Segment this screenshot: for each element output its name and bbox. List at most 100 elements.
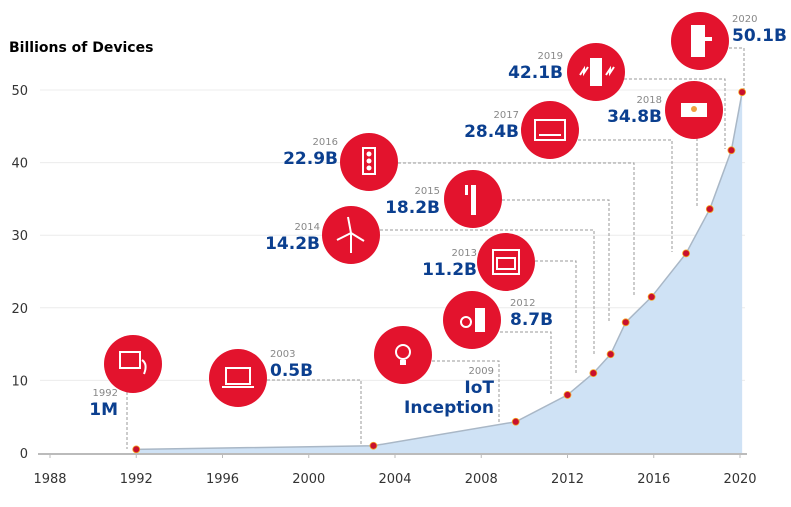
traffic-light-icon xyxy=(366,151,372,157)
light-bulb-icon xyxy=(395,344,411,360)
callout-circle xyxy=(477,233,535,291)
callout-value: 11.2B xyxy=(422,260,477,280)
y-axis-title: Billions of Devices xyxy=(9,40,153,56)
microwave-icon xyxy=(534,119,566,141)
y-tick-label: 40 xyxy=(11,157,28,172)
leader-line xyxy=(535,260,577,373)
x-tick-label: 2020 xyxy=(723,472,756,487)
x-tick-label: 2012 xyxy=(551,472,584,487)
callout-year: 2012 xyxy=(510,298,535,309)
callout-year: 2009 xyxy=(469,366,494,377)
x-tick-label: 2000 xyxy=(292,472,325,487)
desktop-computer-icon xyxy=(119,351,141,369)
callout-value: 8.7B xyxy=(510,310,553,330)
y-tick-label: 10 xyxy=(11,374,28,389)
callout-year: 2014 xyxy=(295,222,320,233)
callout-value: 22.9B xyxy=(283,149,338,169)
callout-circle xyxy=(104,335,162,393)
y-tick-label: 0 xyxy=(20,447,28,462)
callout-year: 2019 xyxy=(538,51,563,62)
data-point xyxy=(511,417,520,426)
x-tick-label: 2008 xyxy=(465,472,498,487)
thermostat-icon xyxy=(691,106,697,112)
callout-value: 50.1B xyxy=(732,26,787,46)
callout-value: 18.2B xyxy=(385,198,440,218)
callout-circle xyxy=(443,291,501,349)
traffic-light-icon xyxy=(366,158,372,164)
data-point xyxy=(682,249,690,258)
x-tick-label: 1988 xyxy=(33,472,66,487)
leader-line xyxy=(729,47,745,91)
callout-year: 2017 xyxy=(494,110,519,121)
x-tick-label: 1992 xyxy=(120,472,153,487)
watch-fridge-icon xyxy=(475,308,485,332)
x-tick-label: 1996 xyxy=(206,472,239,487)
toothbrush-icon xyxy=(465,185,468,195)
leader-line xyxy=(432,360,500,422)
y-tick-label: 30 xyxy=(11,229,28,244)
traffic-light-icon xyxy=(366,165,372,171)
leader-line xyxy=(578,139,673,252)
data-point xyxy=(369,441,378,450)
callout-value: 1M xyxy=(89,400,118,420)
callout-value: 28.4B xyxy=(464,122,519,142)
leader-line xyxy=(398,162,635,297)
laptop-icon xyxy=(225,367,251,385)
leader-line xyxy=(502,199,610,322)
callout-year: 2020 xyxy=(732,14,757,25)
leader-line xyxy=(500,331,552,395)
leader-line xyxy=(624,78,726,149)
callout-year: 2018 xyxy=(637,95,662,106)
wind-turbine-icon xyxy=(336,216,365,242)
data-point xyxy=(647,293,656,301)
series-line xyxy=(136,92,743,451)
y-tick-label: 20 xyxy=(11,302,28,317)
callout-year: 1992 xyxy=(93,388,118,399)
area-fill xyxy=(136,92,743,453)
leader-line xyxy=(267,379,362,446)
data-point xyxy=(621,318,630,327)
callout-value: 0.5B xyxy=(270,361,313,381)
y-tick-label: 50 xyxy=(11,84,28,99)
data-point xyxy=(727,146,736,155)
callout-circle xyxy=(209,349,267,407)
callout-value-line2: Inception xyxy=(404,398,494,418)
data-point xyxy=(589,369,598,378)
callout-year: 2003 xyxy=(270,349,295,360)
data-point xyxy=(132,445,141,454)
callout-circle xyxy=(521,101,579,159)
x-tick-label: 2004 xyxy=(378,472,411,487)
traffic-light-icon xyxy=(362,147,376,175)
toothbrush-icon xyxy=(471,185,476,215)
callout-value: 34.8B xyxy=(607,107,662,127)
data-point xyxy=(705,205,714,213)
callout-year: 2015 xyxy=(415,186,440,197)
data-point xyxy=(563,391,572,399)
callout-circle xyxy=(374,326,432,384)
data-point xyxy=(606,350,615,359)
callout-value: IoT xyxy=(464,378,494,398)
light-bulb-icon xyxy=(400,360,406,365)
callout-year: 2013 xyxy=(452,248,477,259)
data-point xyxy=(738,88,747,97)
power-outlet-icon xyxy=(590,58,602,86)
callout-year: 2016 xyxy=(313,137,338,148)
callout-value: 42.1B xyxy=(508,63,563,83)
x-tick-label: 2016 xyxy=(637,472,670,487)
power-outlet-icon xyxy=(579,65,615,77)
watch-fridge-icon xyxy=(460,316,472,328)
desktop-computer-icon xyxy=(141,359,147,375)
